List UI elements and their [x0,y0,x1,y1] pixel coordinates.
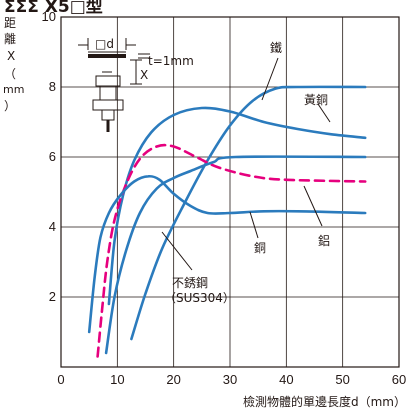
y-tick-label: 10 [42,9,56,24]
annotation-stainless-grade: （SUS304） [164,291,235,305]
target-plate [88,54,126,58]
y-tick-label: 8 [49,79,56,94]
x-tick-label: 10 [110,372,124,387]
y-label-char-1: 距 [4,16,16,30]
y-axis-label: 距 離 X （ mm ） [3,16,24,113]
x-axis-label: 檢測物體的單邊長度d（mm） [243,394,406,409]
series-line-aluminum [96,143,367,358]
y-label-char-3: X [7,49,15,63]
leader-iron [261,57,279,101]
inset-label-thickness: t=1mm [148,54,194,68]
y-tick-label: 6 [49,149,56,164]
annotation-iron: 鐵 [270,40,282,55]
series-line-brass [107,106,367,306]
annotation-copper: 銅 [254,241,266,255]
annotation-stainless: 不銹鋼 [172,276,208,290]
x-tick-label: 60 [392,372,406,387]
annotation-leaders [161,57,331,271]
y-label-char-6: ） [4,99,16,113]
y-tick-labels: 2 4 6 8 10 [42,9,56,304]
x-tick-label: 50 [335,372,349,387]
annotation-brass: 黃銅 [304,93,328,107]
y-label-char-2: 離 [4,32,16,46]
leader-copper [249,211,259,239]
x-tick-label: 0 [57,372,64,387]
leader-aluminum [303,185,323,227]
series-layer [87,85,367,358]
y-tick-label: 4 [49,219,56,234]
sensor-inset-diagram [78,38,150,132]
x-tick-label: 40 [279,372,293,387]
series-line-iron [130,85,367,341]
x-tick-labels: 0 10 20 30 40 50 60 [57,372,406,387]
series-line-copper [87,174,367,334]
inset-label-x: X [140,68,148,82]
annotation-aluminum: 鋁 [318,234,330,248]
leader-stainless [161,231,193,271]
inset-label-d: □d [95,37,114,51]
title-fragment: ΣΣΣ X5□型 [4,0,103,17]
x-tick-label: 20 [166,372,180,387]
y-tick-label: 2 [49,289,56,304]
x-tick-label: 30 [223,372,237,387]
leader-brass [317,103,331,123]
y-label-char-4: （ [4,67,16,81]
y-label-char-5: mm [3,83,24,96]
series-line-stainless [104,155,367,355]
